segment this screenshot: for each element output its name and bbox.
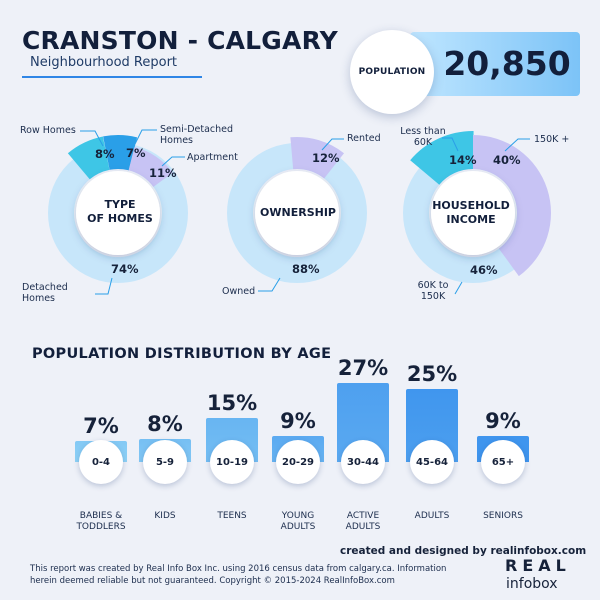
age-category-line: BABIES & [79, 511, 123, 521]
apartment-pct: 11% [149, 166, 177, 180]
income-center-label: HOUSEHOLD INCOME [421, 199, 521, 227]
age-category-45-64: ADULTS [397, 511, 467, 522]
rented-pct: 12% [312, 151, 340, 165]
60k-150k-label-line-2: 150K [420, 291, 446, 302]
population-circle: POPULATION [350, 30, 434, 114]
age-bar-value-0-4: 7% [83, 414, 119, 439]
population-value: 20,850 [443, 44, 571, 83]
age-category-65+: SENIORS [468, 511, 538, 522]
age-category-0-4: BABIES & TODDLERS [66, 511, 136, 533]
less-60k-label: Less than 60K [388, 126, 458, 148]
age-range-20-29: 20-29 [276, 440, 320, 484]
leader-line [258, 277, 281, 292]
income-center-line-1: HOUSEHOLD [432, 199, 510, 212]
semi-detached-pct: 7% [126, 146, 146, 160]
less-60k-label-line-1: Less than [400, 126, 446, 137]
age-range-10-19: 10-19 [210, 440, 254, 484]
over-150k-label: 150K + [534, 134, 570, 145]
leader-line [134, 129, 157, 145]
population-label: POPULATION [358, 67, 426, 77]
owned-label: Owned [222, 286, 256, 297]
semi-detached-label-line-1: Semi-Detached [160, 124, 234, 135]
leader-line [161, 156, 185, 167]
age-bar-value-5-9: 8% [147, 411, 183, 436]
ownership-slice-rented [290, 137, 344, 179]
age-bar-value-65+: 9% [485, 408, 521, 433]
ownership-donut-center [255, 171, 339, 255]
age-category-line: TODDLERS [76, 522, 126, 532]
age-category-line: ACTIVE [346, 511, 380, 521]
homes-center-line-2: OF HOMES [87, 212, 153, 225]
age-category-line: SENIORS [483, 511, 523, 521]
homes-center-label: TYPE OF HOMES [70, 198, 170, 226]
age-range-5-9: 5-9 [143, 440, 187, 484]
logo-infobox-text: infobox [506, 576, 558, 592]
rented-label: Rented [347, 133, 381, 144]
page-title: CRANSTON - CALGARY [22, 26, 338, 55]
homes-slice-apartment [128, 147, 173, 187]
age-range-45-64: 45-64 [410, 440, 454, 484]
disclaimer: This report was created by Real Info Box… [30, 564, 447, 586]
detached-label-line-2: Homes [22, 293, 56, 304]
credit-line: created and designed by realinfobox.com [340, 545, 587, 557]
leader-line [442, 137, 459, 152]
age-category-line: YOUNG [281, 511, 315, 521]
subtitle-underline [22, 76, 202, 78]
60k-150k-label: 60K to 150K [403, 280, 463, 302]
semi-detached-label-line-2: Homes [160, 135, 194, 146]
age-bar-value-10-19: 15% [206, 391, 258, 416]
apartment-label: Apartment [187, 152, 238, 163]
age-section-title: POPULATION DISTRIBUTION BY AGE [32, 346, 332, 362]
ownership-center-label: OWNERSHIP [260, 206, 336, 219]
homes-center-line-1: TYPE [104, 198, 136, 211]
logo-real-text: REAL [505, 556, 571, 575]
age-category-line: ADULTS [280, 522, 316, 532]
row-homes-label: Row Homes [20, 125, 76, 136]
population-bar [410, 32, 580, 96]
60k-150k-pct: 46% [470, 263, 498, 277]
age-bar-value-30-44: 27% [337, 355, 389, 380]
semi-detached-label: Semi-Detached Homes [160, 124, 233, 146]
60k-150k-label-line-1: 60K to [417, 280, 449, 291]
detached-label: Detached Homes [22, 282, 68, 304]
detached-pct: 74% [111, 262, 139, 276]
over-150k-pct: 40% [493, 153, 521, 167]
age-bar-value-20-29: 9% [280, 408, 316, 433]
age-range-30-44: 30-44 [341, 440, 385, 484]
age-category-20-29: YOUNG ADULTS [263, 511, 333, 533]
row-homes-pct: 8% [95, 147, 115, 161]
age-category-30-44: ACTIVE ADULTS [328, 511, 398, 533]
age-category-5-9: KIDS [130, 511, 200, 522]
homes-slice-row-homes [67, 136, 110, 180]
leader-line [95, 277, 113, 295]
age-range-65+: 65+ [481, 440, 525, 484]
page-subtitle: Neighbourhood Report [30, 55, 178, 70]
less-60k-pct: 14% [449, 153, 477, 167]
leader-line [454, 281, 463, 295]
homes-slice-semi-detached-homes [103, 135, 138, 171]
detached-label-line-1: Detached [22, 282, 68, 293]
homes-donut-center [76, 171, 160, 255]
leader-line [80, 130, 104, 147]
age-category-line: ADULTS [414, 511, 450, 521]
less-60k-label-line-2: 60K [413, 137, 433, 148]
leader-line [321, 138, 344, 151]
age-category-10-19: TEENS [197, 511, 267, 522]
age-category-line: KIDS [154, 511, 176, 521]
age-category-line: TEENS [217, 511, 247, 521]
income-donut-center [431, 171, 515, 255]
donut-charts [48, 129, 551, 295]
age-range-0-4: 0-4 [79, 440, 123, 484]
income-slice-less-than-60k [410, 131, 474, 185]
income-slice-150k- [473, 135, 551, 277]
leader-line [504, 138, 530, 152]
age-category-line: ADULTS [345, 522, 381, 532]
age-bar-value-45-64: 25% [406, 361, 458, 386]
owned-pct: 88% [292, 262, 320, 276]
income-center-line-2: INCOME [446, 213, 496, 226]
